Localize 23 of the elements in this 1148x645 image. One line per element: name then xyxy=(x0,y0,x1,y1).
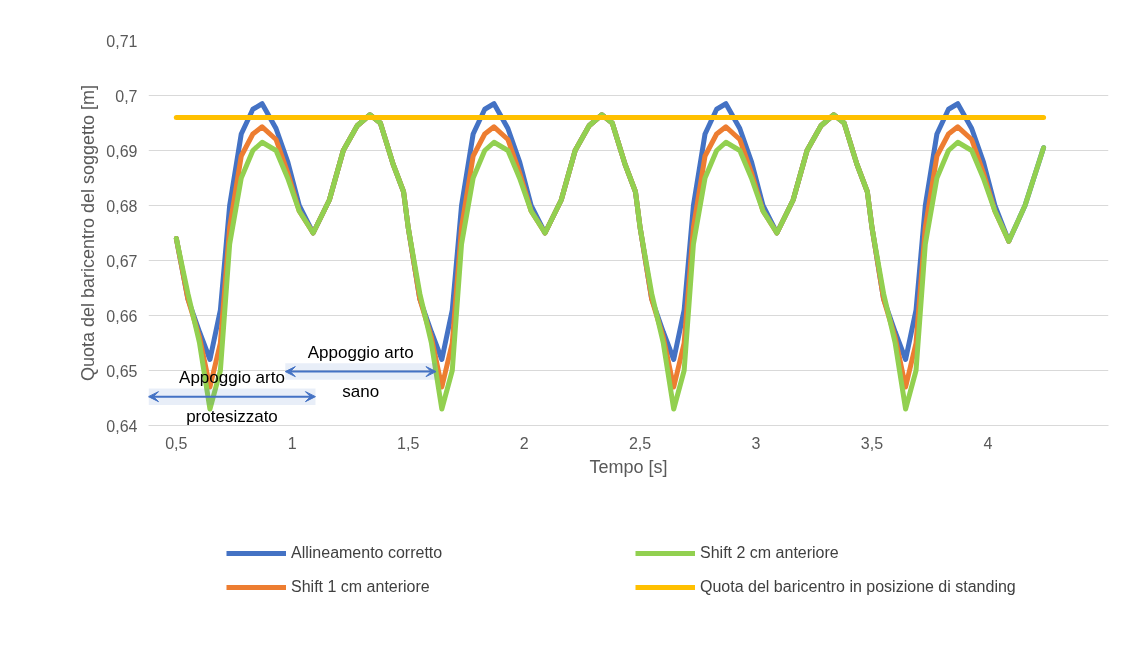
y-tick-label: 0,64 xyxy=(106,417,138,435)
y-axis-title: Quota del baricentro del soggetto [m] xyxy=(78,84,99,382)
y-tick-label: 0,7 xyxy=(115,87,138,105)
x-tick-label: 2,5 xyxy=(628,434,652,452)
y-tick-label: 0,68 xyxy=(106,197,138,215)
y-tick-label: 0,69 xyxy=(106,142,138,160)
legend-label: Shift 2 cm anteriore xyxy=(700,544,840,562)
x-axis-title: Tempo [s] xyxy=(589,456,668,477)
x-tick-label: 1 xyxy=(287,434,297,452)
legend-label: Quota del baricentro in posizione di standing xyxy=(700,578,1017,596)
x-tick-label: 0,5 xyxy=(165,434,188,452)
x-tick-label: 2 xyxy=(519,434,529,452)
y-tick-label: 0,66 xyxy=(106,307,138,325)
y-tick-label: 0,67 xyxy=(106,252,138,270)
x-tick-label: 3 xyxy=(751,434,761,452)
legend-label: Shift 1 cm anteriore xyxy=(291,578,431,596)
band-label: Appoggio arto sano xyxy=(307,342,414,401)
x-tick-label: 3,5 xyxy=(860,434,884,452)
x-tick-label: 4 xyxy=(983,434,993,452)
y-tick-label: 0,65 xyxy=(106,362,138,380)
legend-label: Allineamento corretto xyxy=(291,544,444,562)
y-tick-label: 0,71 xyxy=(106,32,138,50)
x-tick-label: 1,5 xyxy=(397,434,420,452)
